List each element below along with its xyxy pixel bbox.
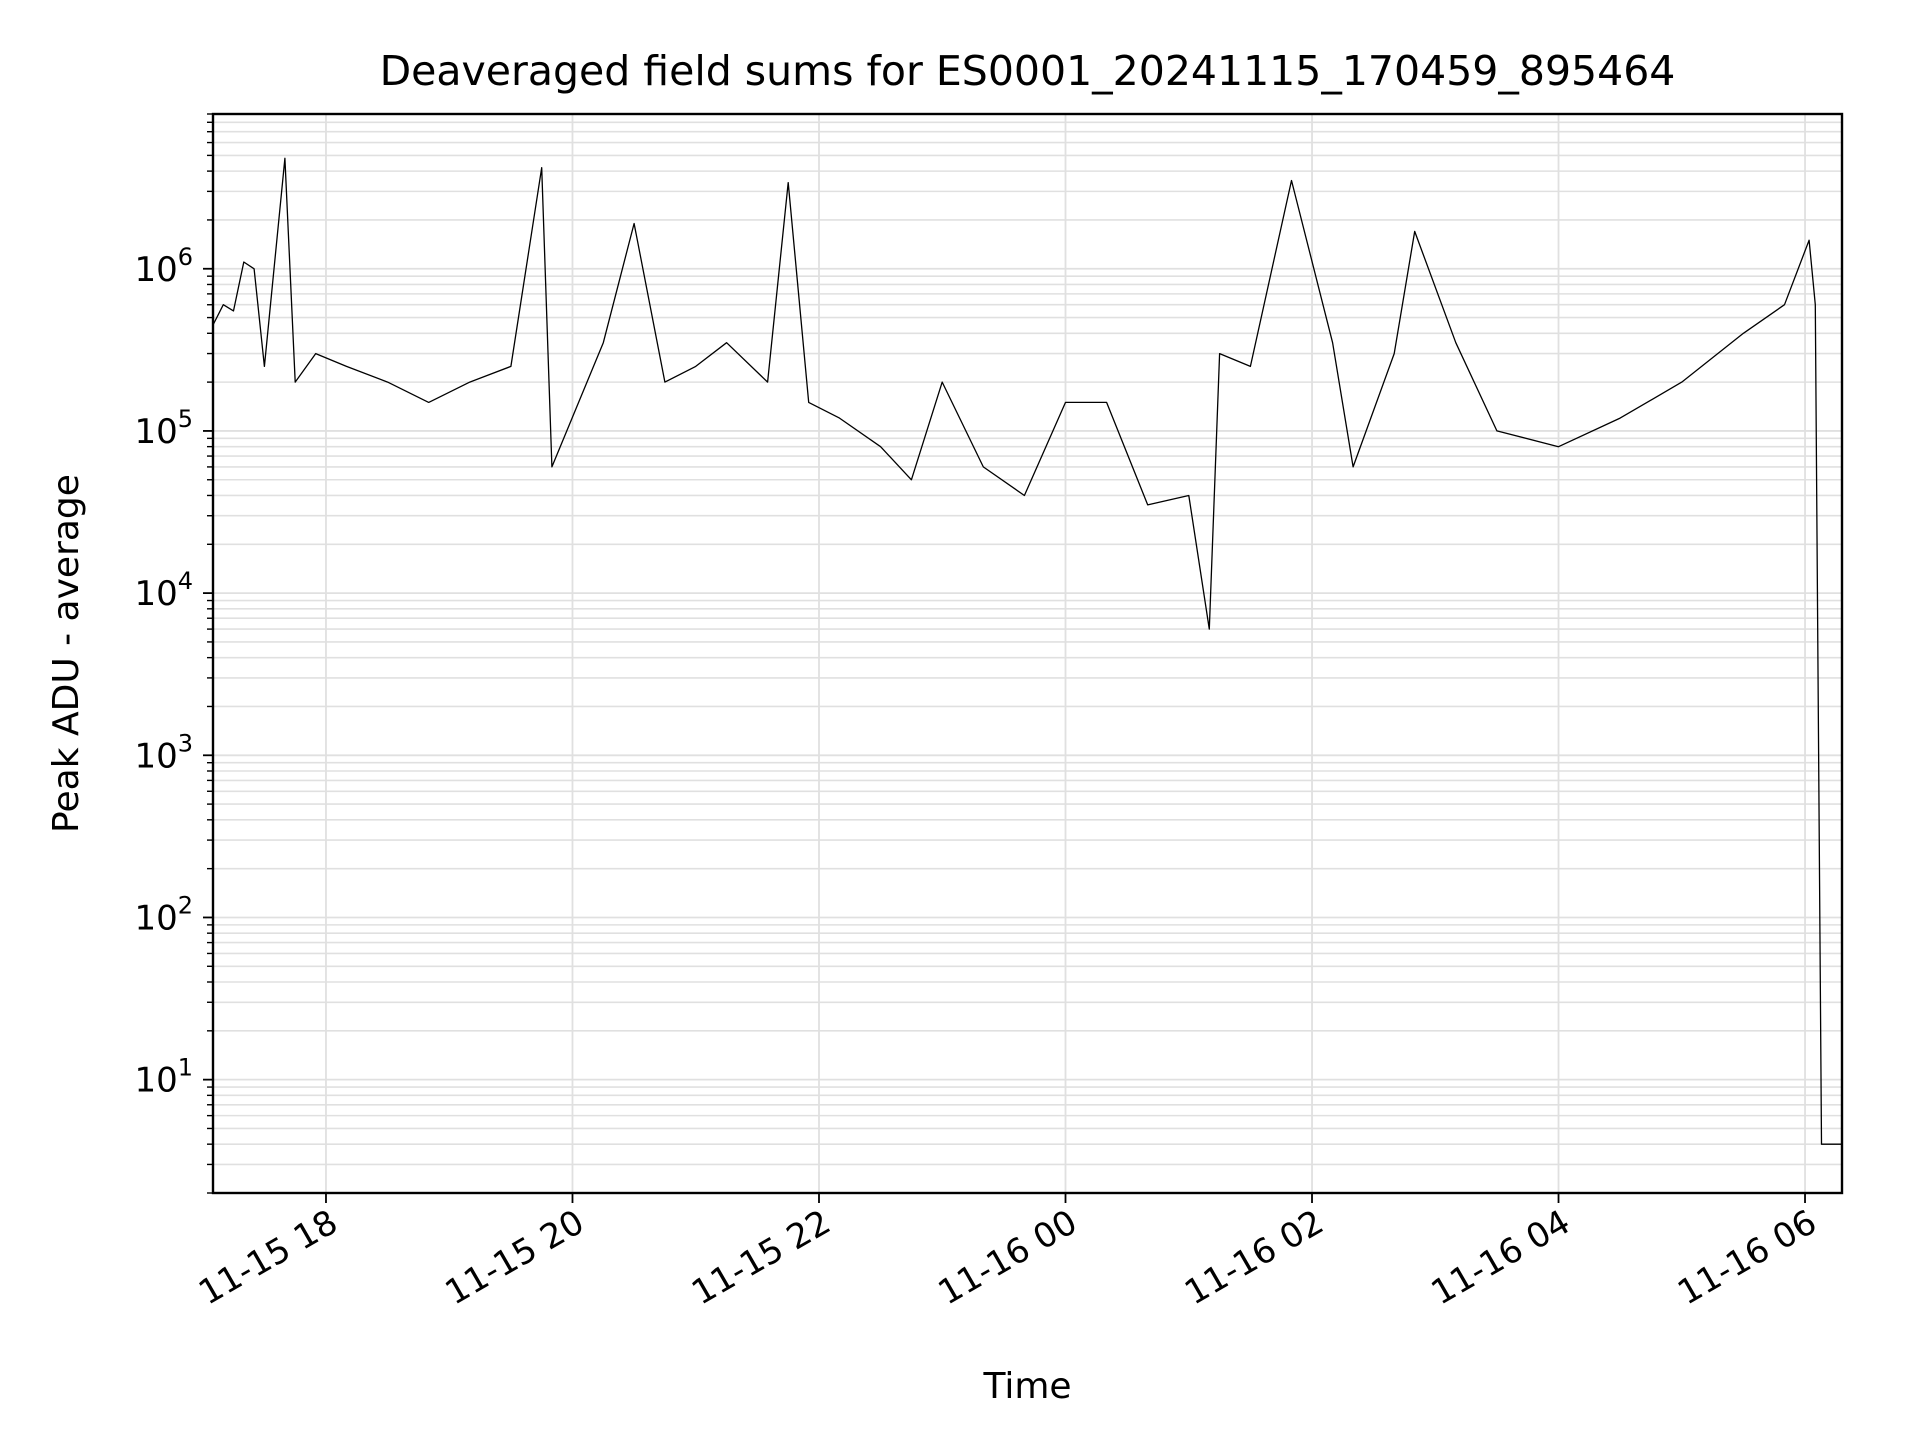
y-tick-label: 104	[134, 567, 193, 614]
plot-frame	[211, 112, 1844, 1195]
grid	[213, 113, 1842, 1194]
y-tick-label: 103	[134, 729, 193, 776]
y-tick-label: 105	[134, 405, 193, 452]
y-tick-label: 106	[134, 243, 193, 290]
x-axis-label: Time	[982, 1366, 1071, 1407]
y-tick-label: 101	[134, 1054, 193, 1101]
chart-title: Deaveraged field sums for ES0001_2024111…	[380, 47, 1676, 95]
y-axis-label: Peak ADU - average	[46, 474, 87, 833]
series-line	[213, 157, 1842, 1145]
y-tick-label: 102	[134, 891, 193, 938]
